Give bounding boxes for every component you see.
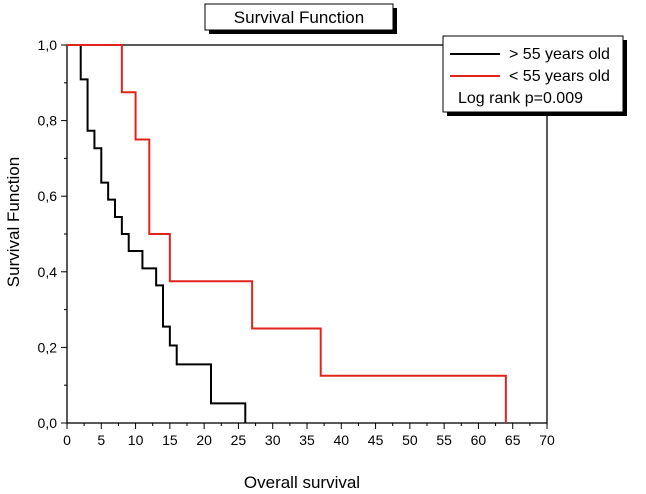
y-axis-ticks: 0,0 0,2 0,4 0,6 0,8 1,0 bbox=[38, 37, 67, 431]
x-tick-label: 55 bbox=[436, 432, 452, 448]
chart-title: Survival Function bbox=[234, 8, 364, 27]
series-layer bbox=[67, 44, 507, 423]
legend-label-over-55: > 55 years old bbox=[509, 46, 610, 63]
legend-label-under-55: < 55 years old bbox=[509, 68, 610, 85]
legend: > 55 years old < 55 years old Log rank p… bbox=[442, 35, 627, 116]
x-axis-label: Overall survival bbox=[244, 473, 360, 492]
series-under-55-curve bbox=[67, 44, 507, 423]
y-tick-label: 0,2 bbox=[38, 339, 58, 355]
log-rank-annotation: Log rank p=0.009 bbox=[458, 90, 583, 107]
x-tick-label: 25 bbox=[231, 432, 247, 448]
title-box bbox=[204, 3, 394, 31]
y-tick-label: 0,8 bbox=[38, 113, 58, 129]
y-tick-label: 0,0 bbox=[38, 415, 58, 431]
legend-box bbox=[442, 35, 624, 113]
x-tick-label: 65 bbox=[505, 432, 521, 448]
x-tick-label: 40 bbox=[333, 432, 349, 448]
x-tick-label: 60 bbox=[471, 432, 487, 448]
x-tick-label: 10 bbox=[128, 432, 144, 448]
x-tick-label: 0 bbox=[63, 432, 71, 448]
x-tick-label: 5 bbox=[97, 432, 105, 448]
y-tick-label: 0,6 bbox=[38, 188, 58, 204]
x-tick-label: 50 bbox=[402, 432, 418, 448]
y-axis-label: Survival Function bbox=[4, 157, 23, 287]
y-tick-label: 0,4 bbox=[38, 264, 58, 280]
series-over-55-curve bbox=[67, 44, 247, 423]
x-tick-label: 20 bbox=[196, 432, 212, 448]
x-tick-label: 15 bbox=[162, 432, 178, 448]
x-tick-label: 70 bbox=[539, 432, 555, 448]
x-tick-label: 35 bbox=[299, 432, 315, 448]
x-axis-ticks: 0 5 10 15 20 25 30 35 40 45 50 55 60 65 70 bbox=[63, 423, 555, 448]
y-tick-label: 1,0 bbox=[38, 37, 58, 53]
x-tick-label: 45 bbox=[368, 432, 384, 448]
x-tick-label: 30 bbox=[265, 432, 281, 448]
